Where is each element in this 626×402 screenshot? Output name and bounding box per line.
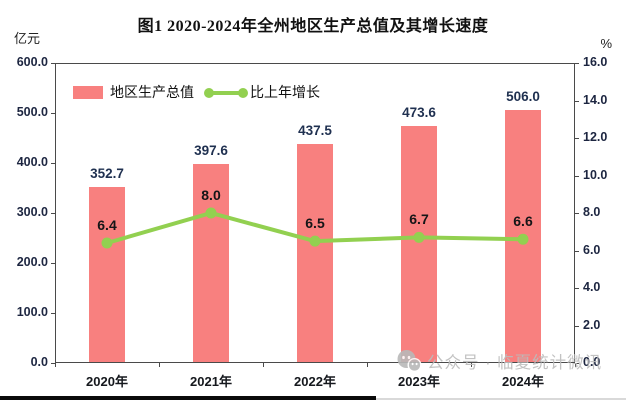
- growth-value-label: 6.6: [513, 213, 533, 230]
- right-axis-tick: [575, 288, 579, 289]
- x-axis-category-label: 2023年: [398, 374, 440, 389]
- bottom-gray-line: [376, 398, 626, 400]
- left-axis-tick-label: 500.0: [16, 105, 48, 119]
- x-axis-tick: [471, 363, 472, 367]
- right-axis-tick-label: 10.0: [583, 167, 608, 182]
- left-axis-tick-label: 200.0: [16, 255, 48, 269]
- wechat-icon: [397, 350, 422, 373]
- right-axis-tick-label: 8.0: [583, 205, 601, 219]
- x-axis-tick: [263, 363, 264, 367]
- left-axis-tick-label: 0.0: [30, 355, 48, 369]
- right-axis-tick-label: 16.0: [583, 55, 608, 69]
- bottom-black-bar: [0, 396, 376, 400]
- left-axis-tick: [51, 263, 55, 264]
- left-axis-unit: 亿元: [14, 31, 41, 46]
- bar-value-label: 506.0: [506, 89, 540, 104]
- left-axis-tick: [51, 63, 55, 64]
- line-legend-segment: [208, 90, 244, 95]
- right-axis-tick-label: 12.0: [583, 130, 608, 144]
- chart-title: 图1 2020-2024年全州地区生产总值及其增长速度: [137, 18, 489, 35]
- left-axis-tick-label: 300.0: [16, 205, 48, 219]
- right-axis-tick: [575, 63, 579, 64]
- growth-line-marker: [413, 231, 425, 243]
- bar-value-label: 473.6: [402, 105, 436, 121]
- bar-value-label: 397.6: [194, 143, 228, 159]
- bar-value-label: 437.5: [298, 123, 332, 139]
- right-axis-tick: [575, 250, 579, 252]
- x-axis-tick: [575, 363, 576, 367]
- gdp-bar: [401, 126, 437, 362]
- chart-legend: 地区生产总值 比上年增长: [73, 82, 320, 102]
- right-axis-tick: [575, 363, 579, 364]
- growth-value-label: 8.0: [201, 187, 221, 203]
- bar-value-label: 352.7: [90, 165, 124, 181]
- x-axis-tick: [55, 363, 56, 367]
- x-axis-tick: [367, 363, 368, 367]
- x-axis-category-label: 2022年: [294, 374, 336, 389]
- x-axis-category-label: 2020年: [86, 374, 128, 389]
- right-axis-tick-label: 2.0: [583, 317, 601, 332]
- line-legend-label: 比上年增长: [250, 86, 320, 101]
- right-axis-tick: [575, 175, 579, 177]
- right-axis-tick-label: 14.0: [583, 92, 608, 107]
- right-axis-tick-label: 4.0: [583, 280, 601, 294]
- growth-line-marker: [205, 207, 217, 219]
- line-legend-marker: [238, 87, 248, 98]
- gdp-bar: [297, 144, 333, 362]
- watermark: 公众号 · 临夏统计微讯: [396, 349, 602, 373]
- right-axis-tick: [575, 138, 579, 139]
- line-legend-symbol: [204, 86, 248, 99]
- x-axis-category-label: 2021年: [190, 374, 232, 389]
- bar-legend-label: 地区生产总值: [110, 86, 194, 101]
- right-axis-tick-label: 0.0: [583, 355, 601, 369]
- growth-line-marker: [517, 233, 529, 245]
- growth-value-label: 6.7: [409, 211, 429, 228]
- bar-legend-swatch: [73, 85, 103, 99]
- gdp-bar: [89, 186, 125, 362]
- x-axis-tick: [159, 363, 160, 367]
- left-axis-tick: [51, 313, 55, 314]
- watermark-text: 公众号 · 临夏统计微讯: [427, 354, 603, 372]
- right-axis-unit: %: [600, 36, 612, 51]
- right-axis-tick-label: 6.0: [583, 242, 601, 257]
- left-axis-tick-label: 100.0: [16, 305, 48, 319]
- left-axis-tick: [51, 113, 55, 114]
- left-axis-tick-label: 600.0: [16, 55, 48, 69]
- left-axis-tick: [51, 163, 55, 164]
- right-axis-tick: [575, 100, 579, 102]
- gdp-bar: [193, 164, 229, 362]
- left-axis-tick-label: 400.0: [16, 155, 48, 169]
- growth-line-marker: [101, 237, 113, 249]
- left-axis-tick: [51, 363, 55, 364]
- growth-value-label: 6.5: [305, 215, 325, 232]
- right-axis-tick: [575, 213, 579, 214]
- left-axis-tick: [51, 213, 55, 214]
- growth-value-label: 6.4: [97, 217, 117, 233]
- x-axis-category-label: 2024年: [502, 374, 544, 389]
- growth-line-marker: [309, 235, 321, 247]
- right-axis-tick: [575, 325, 579, 327]
